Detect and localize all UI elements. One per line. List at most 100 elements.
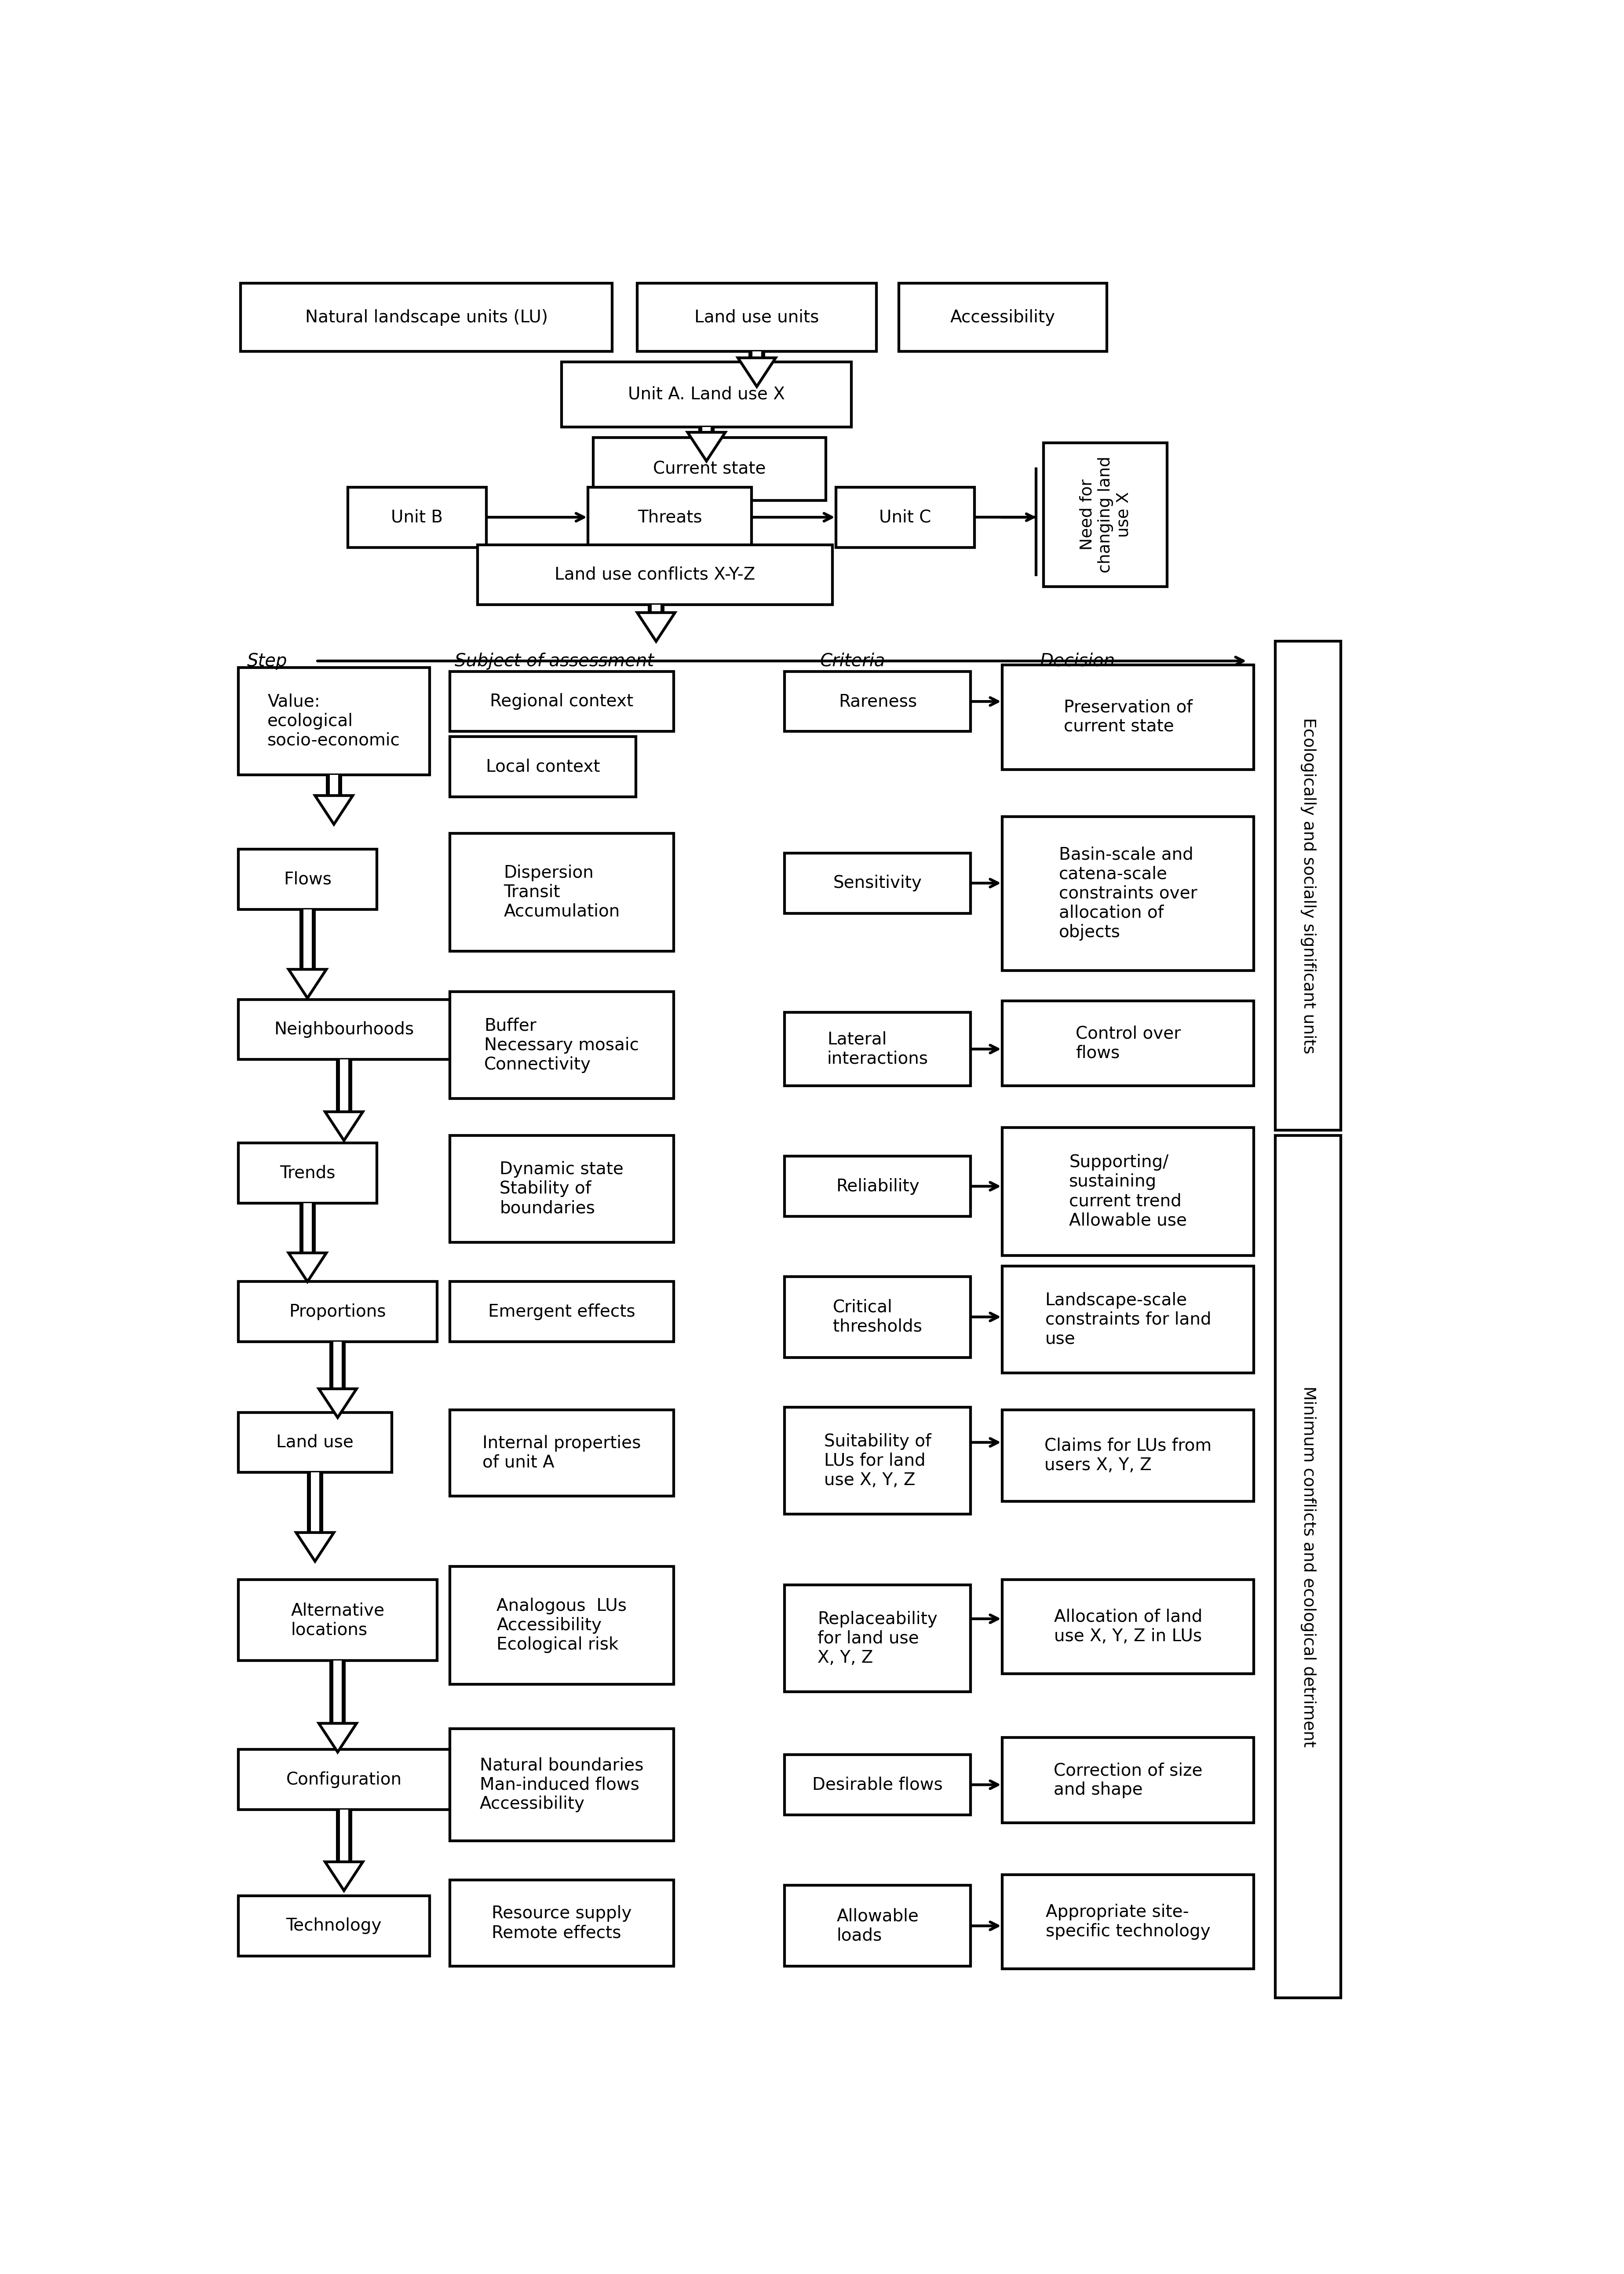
Bar [339, 1060, 348, 1112]
Polygon shape [687, 432, 726, 462]
Bar [307, 1474, 323, 1533]
FancyBboxPatch shape [784, 1408, 971, 1514]
Text: Criteria: Criteria [820, 653, 885, 669]
FancyBboxPatch shape [588, 487, 752, 548]
FancyBboxPatch shape [784, 1155, 971, 1217]
FancyBboxPatch shape [450, 737, 637, 796]
Text: Subject of assessment: Subject of assessment [455, 653, 654, 669]
FancyBboxPatch shape [239, 669, 429, 775]
Bar [648, 605, 664, 612]
Text: Threats: Threats [638, 509, 702, 525]
Bar [310, 1474, 320, 1533]
Text: Minimum conflicts and ecological detriment: Minimum conflicts and ecological detrime… [1301, 1385, 1315, 1746]
Text: Lateral
interactions: Lateral interactions [827, 1030, 929, 1067]
FancyBboxPatch shape [450, 835, 674, 951]
FancyBboxPatch shape [239, 1412, 391, 1474]
Text: Emergent effects: Emergent effects [489, 1303, 635, 1321]
FancyBboxPatch shape [784, 671, 971, 732]
FancyBboxPatch shape [562, 362, 851, 428]
Text: Internal properties
of unit A: Internal properties of unit A [482, 1435, 641, 1471]
Text: Regional context: Regional context [490, 694, 633, 709]
Polygon shape [289, 1253, 326, 1283]
FancyBboxPatch shape [1002, 1874, 1254, 1969]
FancyBboxPatch shape [239, 1580, 437, 1660]
Bar [330, 775, 338, 796]
Text: Preservation of
current state: Preservation of current state [1064, 698, 1192, 735]
Text: Unit A. Land use X: Unit A. Land use X [628, 387, 784, 402]
Text: Buffer
Necessary mosaic
Connectivity: Buffer Necessary mosaic Connectivity [484, 1016, 640, 1073]
FancyBboxPatch shape [239, 1283, 437, 1342]
Text: Configuration: Configuration [286, 1771, 401, 1787]
FancyBboxPatch shape [1275, 1135, 1341, 1999]
Bar [752, 350, 762, 357]
Bar [749, 350, 765, 357]
Text: Accessibility: Accessibility [950, 309, 1056, 325]
Text: Suitability of
LUs for land
use X, Y, Z: Suitability of LUs for land use X, Y, Z [823, 1433, 931, 1489]
FancyBboxPatch shape [1044, 443, 1168, 587]
Text: Neighbourhoods: Neighbourhoods [274, 1021, 414, 1037]
Text: Dispersion
Transit
Accumulation: Dispersion Transit Accumulation [503, 864, 620, 921]
Bar [330, 1342, 346, 1389]
Text: Replaceability
for land use
X, Y, Z: Replaceability for land use X, Y, Z [817, 1610, 937, 1667]
Text: Rareness: Rareness [838, 694, 918, 709]
Polygon shape [318, 1389, 357, 1417]
Text: Landscape-scale
constraints for land
use: Landscape-scale constraints for land use [1046, 1292, 1212, 1346]
FancyBboxPatch shape [1002, 1737, 1254, 1824]
Text: Natural boundaries
Man-induced flows
Accessibility: Natural boundaries Man-induced flows Acc… [479, 1758, 643, 1812]
Text: Claims for LUs from
users X, Y, Z: Claims for LUs from users X, Y, Z [1044, 1437, 1212, 1474]
FancyBboxPatch shape [450, 1283, 674, 1342]
Text: Analogous  LUs
Accessibility
Ecological risk: Analogous LUs Accessibility Ecological r… [497, 1599, 627, 1653]
FancyBboxPatch shape [450, 1135, 674, 1242]
Text: Allowable
loads: Allowable loads [836, 1908, 919, 1944]
FancyBboxPatch shape [1002, 1267, 1254, 1373]
Bar [333, 1342, 343, 1389]
Text: Land use units: Land use units [695, 309, 818, 325]
Polygon shape [315, 796, 352, 823]
Polygon shape [325, 1112, 362, 1142]
Bar [299, 1203, 315, 1253]
FancyBboxPatch shape [450, 1881, 674, 1967]
FancyBboxPatch shape [784, 1012, 971, 1085]
Polygon shape [289, 969, 326, 998]
Text: Land use: Land use [276, 1435, 354, 1451]
FancyBboxPatch shape [836, 487, 974, 548]
Text: Dynamic state
Stability of
boundaries: Dynamic state Stability of boundaries [500, 1162, 624, 1217]
Text: Value:
ecological
socio-economic: Value: ecological socio-economic [268, 694, 400, 748]
Text: Alternative
locations: Alternative locations [291, 1603, 385, 1637]
Text: Unit B: Unit B [391, 509, 443, 525]
Polygon shape [296, 1533, 335, 1562]
Text: Appropriate site-
specific technology: Appropriate site- specific technology [1046, 1903, 1210, 1940]
FancyBboxPatch shape [1002, 1580, 1254, 1674]
FancyBboxPatch shape [450, 1410, 674, 1496]
Bar [336, 1060, 352, 1112]
Polygon shape [318, 1724, 357, 1751]
Text: Unit C: Unit C [879, 509, 931, 525]
FancyBboxPatch shape [450, 1728, 674, 1842]
FancyBboxPatch shape [784, 1276, 971, 1358]
Bar [299, 910, 315, 969]
FancyBboxPatch shape [239, 1749, 450, 1810]
Text: Correction of size
and shape: Correction of size and shape [1054, 1762, 1202, 1799]
Polygon shape [325, 1862, 362, 1890]
Text: Basin-scale and
catena-scale
constraints over
allocation of
objects: Basin-scale and catena-scale constraints… [1059, 846, 1197, 941]
Bar [339, 1810, 348, 1862]
FancyBboxPatch shape [450, 991, 674, 1098]
Bar [698, 428, 715, 432]
Text: Critical
thresholds: Critical thresholds [833, 1298, 922, 1335]
FancyBboxPatch shape [1002, 816, 1254, 971]
FancyBboxPatch shape [239, 848, 377, 910]
Text: Technology: Technology [286, 1917, 382, 1935]
Text: Need for
changing land
use X: Need for changing land use X [1080, 457, 1132, 573]
Text: Control over
flows: Control over flows [1075, 1026, 1181, 1062]
Text: Ecologically and socially significant units: Ecologically and socially significant un… [1301, 719, 1315, 1053]
FancyBboxPatch shape [784, 1885, 971, 1967]
Text: Land use conflicts X-Y-Z: Land use conflicts X-Y-Z [554, 566, 755, 582]
FancyBboxPatch shape [239, 1144, 377, 1203]
Text: Proportions: Proportions [289, 1303, 387, 1321]
Text: Reliability: Reliability [836, 1178, 919, 1194]
Bar [702, 428, 711, 432]
FancyBboxPatch shape [239, 1897, 429, 1956]
Polygon shape [637, 612, 676, 641]
Bar [330, 1660, 346, 1724]
FancyBboxPatch shape [450, 671, 674, 732]
